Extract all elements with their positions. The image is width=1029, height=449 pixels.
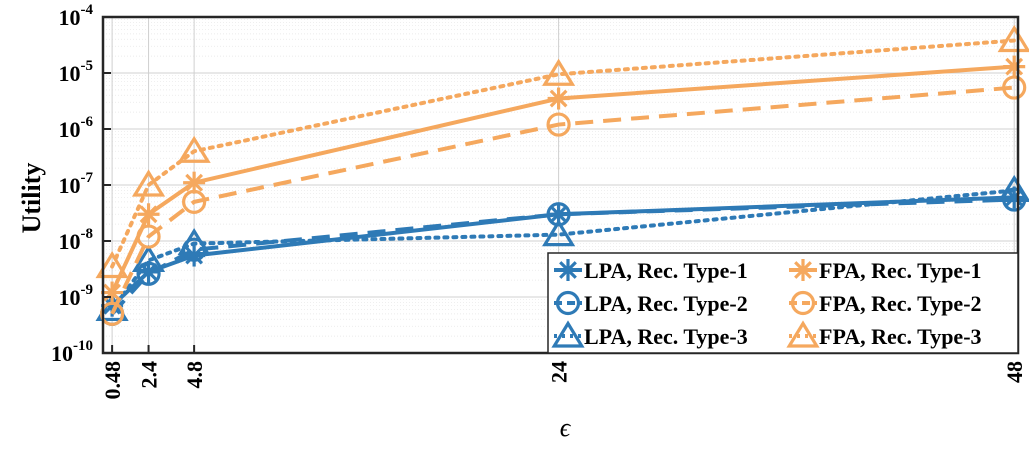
- data-point: [95, 250, 129, 279]
- y-tick-label: 10-5: [59, 58, 94, 86]
- y-tick-label: 10-9: [59, 282, 94, 310]
- circle-marker: [790, 290, 816, 316]
- legend-label: FPA, Rec. Type-1: [819, 258, 982, 283]
- legend-label: LPA, Rec. Type-3: [584, 324, 748, 349]
- data-point: [546, 112, 571, 137]
- legend-label: LPA, Rec. Type-1: [584, 258, 748, 283]
- series-layer: [95, 24, 1029, 326]
- y-tick-label: 10-7: [59, 170, 94, 198]
- y-tick-label: 10-8: [59, 226, 94, 254]
- data-point: [182, 189, 207, 214]
- data-point: [131, 244, 166, 273]
- x-tick-label: 24: [547, 361, 572, 383]
- legend-label: FPA, Rec. Type-3: [819, 324, 982, 349]
- x-axis-title: ϵ: [560, 413, 572, 442]
- legend: LPA, Rec. Type-1 LPA, Rec. Type-2 LPA, Rec…: [547, 252, 1019, 354]
- asterisk-marker: [792, 259, 814, 281]
- circle-marker: [555, 290, 581, 316]
- triangle-marker: [551, 320, 585, 348]
- data-point: [541, 219, 576, 247]
- legend-item: LPA, Rec. Type-1: [554, 258, 748, 283]
- x-tick-label: 48: [1002, 361, 1027, 383]
- y-tick-label: 10-6: [59, 114, 94, 142]
- legend-item: FPA, Rec. Type-3: [786, 320, 982, 349]
- series-line: [110, 38, 1017, 269]
- series-line: [110, 188, 1017, 312]
- data-point: [131, 169, 166, 197]
- data-point: [1003, 55, 1026, 78]
- x-tick-label: 2.4: [137, 361, 162, 389]
- data-point: [177, 135, 211, 163]
- asterisk-marker: [557, 259, 579, 281]
- y-tick-label: 10-10: [51, 338, 93, 366]
- data-point: [137, 203, 160, 226]
- series-line: [110, 85, 1015, 315]
- series-4: [101, 55, 1026, 304]
- legend-item: FPA, Rec. Type-2: [789, 290, 982, 316]
- x-tick-label: 4.8: [182, 361, 207, 389]
- y-axis-title: Utility: [17, 163, 46, 234]
- legend-item: FPA, Rec. Type-1: [789, 258, 982, 283]
- y-axis-ticks: 10-10 10-9 10-8 10-7 10-6 10-5 10-4: [51, 2, 111, 366]
- triangle-marker: [786, 320, 820, 348]
- legend-label: FPA, Rec. Type-2: [819, 291, 982, 316]
- legend-box: [547, 252, 1019, 354]
- data-point: [177, 227, 211, 256]
- series-6: [95, 24, 1029, 279]
- series-3: [95, 174, 1029, 322]
- legend-item: LPA, Rec. Type-2: [554, 290, 748, 316]
- legend-label: LPA, Rec. Type-2: [584, 291, 748, 316]
- series-line: [110, 197, 1015, 316]
- data-point: [136, 224, 161, 249]
- data-point: [541, 58, 576, 86]
- series-5: [100, 75, 1027, 326]
- data-point: [997, 174, 1029, 203]
- data-point: [1002, 75, 1027, 100]
- data-point: [100, 301, 125, 326]
- x-axis-ticks: 0.48 2.4 4.8 24 48: [100, 345, 1027, 400]
- y-tick-label: 10-4: [59, 2, 94, 30]
- data-point: [547, 87, 570, 110]
- legend-item: LPA, Rec. Type-3: [551, 320, 748, 349]
- x-tick-label: 0.48: [100, 361, 125, 400]
- data-point: [997, 24, 1029, 53]
